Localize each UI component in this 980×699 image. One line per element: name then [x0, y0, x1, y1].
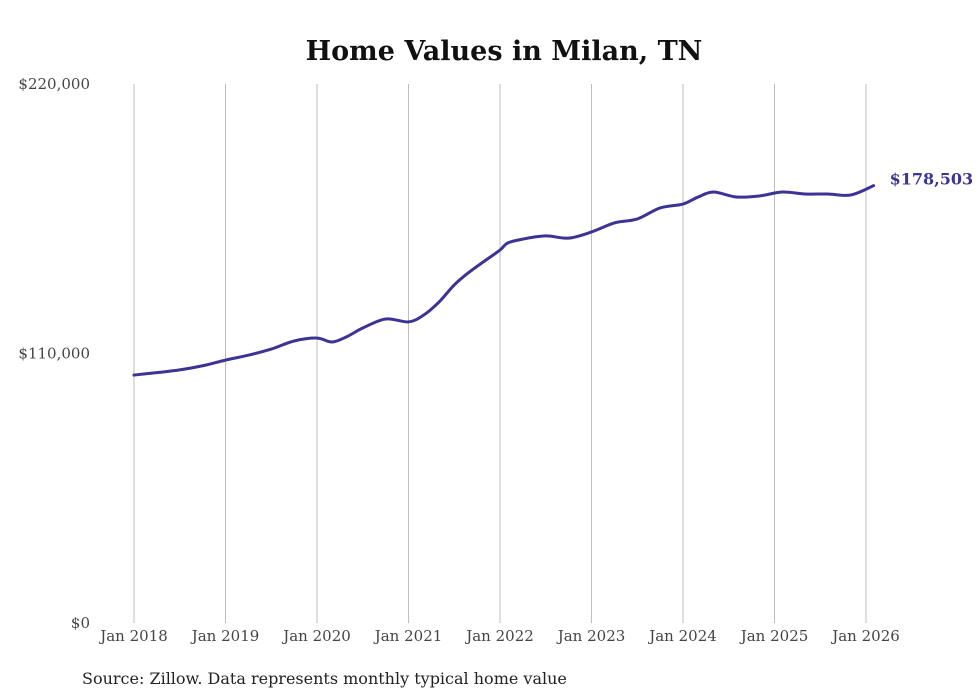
- end-value-label: $178,503: [890, 170, 974, 189]
- x-tick-label: Jan 2021: [373, 627, 443, 645]
- y-tick-label: $110,000: [18, 345, 90, 363]
- series-layer: $178,503: [132, 170, 974, 377]
- source-note: Source: Zillow. Data represents monthly …: [82, 669, 567, 688]
- grid-lines: [133, 84, 867, 623]
- chart-title: Home Values in Milan, TN: [306, 36, 703, 67]
- series-line: [132, 184, 876, 377]
- x-tick-label: Jan 2023: [556, 627, 626, 645]
- x-tick-label: Jan 2020: [281, 627, 351, 645]
- x-tick-label: Jan 2019: [190, 627, 260, 645]
- x-tick-label: Jan 2024: [647, 627, 717, 645]
- x-tick-label: Jan 2026: [830, 627, 900, 645]
- x-tick-label: Jan 2022: [464, 627, 534, 645]
- y-tick-label: $220,000: [18, 75, 90, 93]
- x-tick-label: Jan 2025: [739, 627, 809, 645]
- x-axis-ticks: Jan 2018 Jan 2019 Jan 2020 Jan 2021 Jan 2022…: [98, 627, 900, 645]
- x-tick-label: Jan 2018: [98, 627, 168, 645]
- y-tick-label: $0: [71, 614, 90, 632]
- y-axis-ticks: $0 $110,000 $220,000: [18, 75, 90, 632]
